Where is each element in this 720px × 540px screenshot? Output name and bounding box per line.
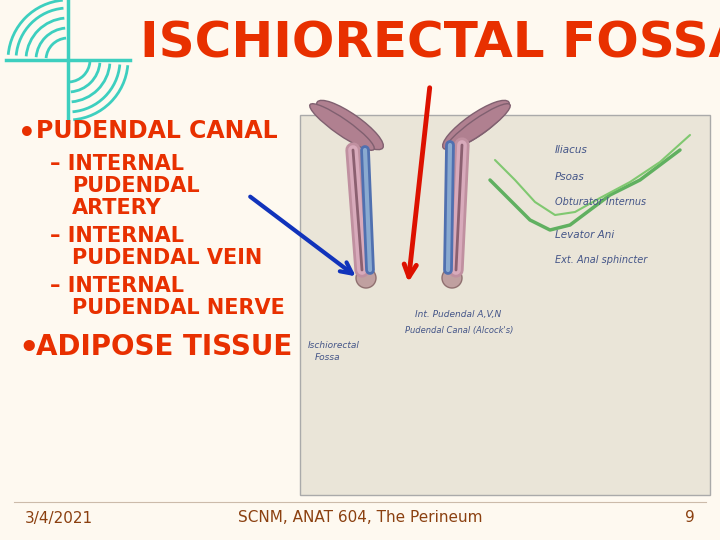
Text: •: • [18,120,36,148]
Text: Psoas: Psoas [555,172,585,182]
Text: – INTERNAL: – INTERNAL [50,226,184,246]
Circle shape [442,268,462,288]
Text: Int. Pudendal A,V,N: Int. Pudendal A,V,N [415,310,501,320]
Text: ADIPOSE TISSUE: ADIPOSE TISSUE [36,333,292,361]
Text: ISCHIORECTAL FOSSA: ISCHIORECTAL FOSSA [140,19,720,67]
Text: – INTERNAL: – INTERNAL [50,276,184,296]
Text: Ext. Anal sphincter: Ext. Anal sphincter [555,255,647,265]
Text: SCNM, ANAT 604, The Perineum: SCNM, ANAT 604, The Perineum [238,510,482,525]
Text: PUDENDAL NERVE: PUDENDAL NERVE [72,298,285,318]
Text: Fossa: Fossa [315,354,341,362]
Ellipse shape [317,100,383,150]
Text: Obturator Internus: Obturator Internus [555,197,646,207]
Circle shape [356,268,376,288]
Text: Ischiorectal: Ischiorectal [308,341,360,349]
Text: 3/4/2021: 3/4/2021 [25,510,93,525]
Ellipse shape [446,104,510,150]
Text: PUDENDAL VEIN: PUDENDAL VEIN [72,248,262,268]
Text: 9: 9 [685,510,695,525]
Text: Pudendal Canal (Alcock's): Pudendal Canal (Alcock's) [405,326,513,334]
Text: Levator Ani: Levator Ani [555,230,614,240]
Text: •: • [18,334,38,365]
Bar [300,115,710,495]
Text: Iliacus: Iliacus [555,145,588,155]
Ellipse shape [310,104,374,150]
Text: PUDENDAL CANAL: PUDENDAL CANAL [36,119,278,143]
Text: ARTERY: ARTERY [72,198,162,218]
Text: PUDENDAL: PUDENDAL [72,176,199,196]
Text: – INTERNAL: – INTERNAL [50,154,184,174]
Ellipse shape [443,100,509,150]
